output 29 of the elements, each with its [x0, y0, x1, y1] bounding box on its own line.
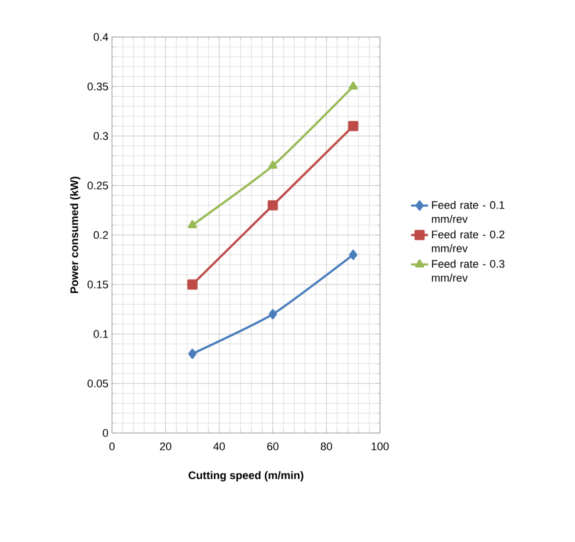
- point: [188, 348, 196, 359]
- x-tick-label: 40: [213, 442, 225, 450]
- y-tick-label: 0: [102, 429, 108, 437]
- y-tick-label: 0.15: [88, 280, 108, 288]
- point: [187, 279, 198, 290]
- y-tick-label: 0.05: [88, 380, 108, 388]
- point: [268, 309, 277, 320]
- y-tick-label: 0.35: [88, 82, 108, 90]
- x-tick-label: 80: [320, 442, 332, 450]
- point: [349, 250, 358, 260]
- point: [268, 200, 278, 210]
- x-axis-title: Cutting speed (m/min): [188, 471, 304, 482]
- y-tick-label: 0.2: [94, 231, 108, 239]
- legend-label: Feed rate - 0.3 mm/rev: [432, 260, 504, 282]
- x-tick-label: 100: [372, 442, 389, 450]
- y-axis-title: Power consumed (kW): [70, 176, 80, 294]
- y-tick-label: 0.4: [94, 33, 108, 41]
- point: [268, 160, 278, 169]
- point: [348, 121, 358, 132]
- y-tick-label: 0.25: [88, 182, 108, 190]
- y-tick-label: 0.3: [94, 132, 108, 140]
- legend-label: Feed rate - 0.2 mm/rev: [432, 230, 504, 252]
- point: [188, 220, 197, 228]
- x-tick-label: 60: [267, 442, 278, 450]
- x-tick-label: 20: [160, 442, 172, 450]
- x-tick-label: 0: [109, 442, 115, 450]
- legend-label: Feed rate - 0.1 mm/rev: [432, 200, 504, 223]
- y-tick-label: 0.1: [94, 330, 108, 338]
- point: [348, 81, 358, 90]
